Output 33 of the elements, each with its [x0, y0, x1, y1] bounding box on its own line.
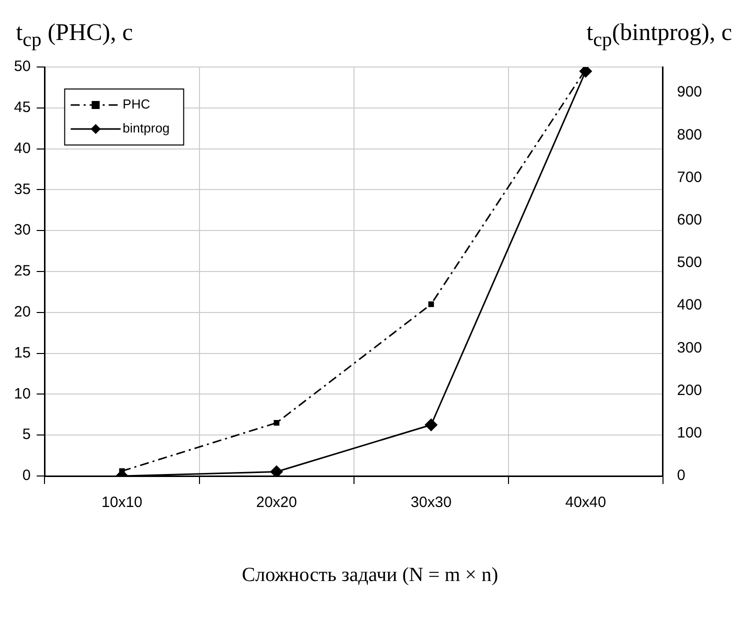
- y2-tick-label: 800: [676, 126, 702, 144]
- y-axis-title: t$_{cp}$ (PHC), c: [16, 20, 133, 52]
- y-tick-label: 25: [14, 262, 31, 280]
- x-axis-title: Сложность задачи (N = m × n): [240, 564, 500, 587]
- x-tick-label: 20x20: [256, 494, 297, 512]
- y2-tick-label: 600: [676, 212, 702, 229]
- y-tick-label: 0: [22, 467, 31, 484]
- y2-tick-label: 300: [676, 339, 702, 356]
- y2-tick-label: 400: [676, 296, 702, 314]
- y2-tick-label: 0: [676, 467, 686, 484]
- point: [424, 418, 438, 432]
- y-tick-label: 15: [14, 344, 31, 362]
- x-tick-label: 40x40: [565, 494, 606, 512]
- y2-tick-label: 200: [676, 382, 702, 399]
- y-tick-label: 35: [14, 180, 31, 198]
- y-tick-label: 5: [22, 426, 31, 444]
- x-tick-label: 30x30: [410, 494, 452, 512]
- point: [428, 301, 434, 308]
- y-tick-label: 45: [14, 99, 31, 116]
- x-tick-label: 10x10: [102, 494, 142, 512]
- legend-label: PHC: [122, 96, 150, 112]
- y-tick-label: 10: [14, 385, 31, 402]
- y-tick-label: 40: [14, 140, 31, 157]
- y2-tick-label: 500: [676, 254, 702, 272]
- legend-label: bintprog: [122, 120, 170, 136]
- y-tick-label: 50: [14, 58, 31, 76]
- y-tick-label: 30: [14, 222, 31, 239]
- y-tick-label: 20: [14, 304, 31, 321]
- point: [274, 420, 280, 426]
- y2-tick-label: 700: [676, 168, 702, 186]
- y2-axis-title: t$_{cp}$(bintprog), c: [586, 20, 732, 52]
- y2-tick-label: 900: [676, 84, 702, 101]
- y2-tick-label: 100: [676, 424, 702, 442]
